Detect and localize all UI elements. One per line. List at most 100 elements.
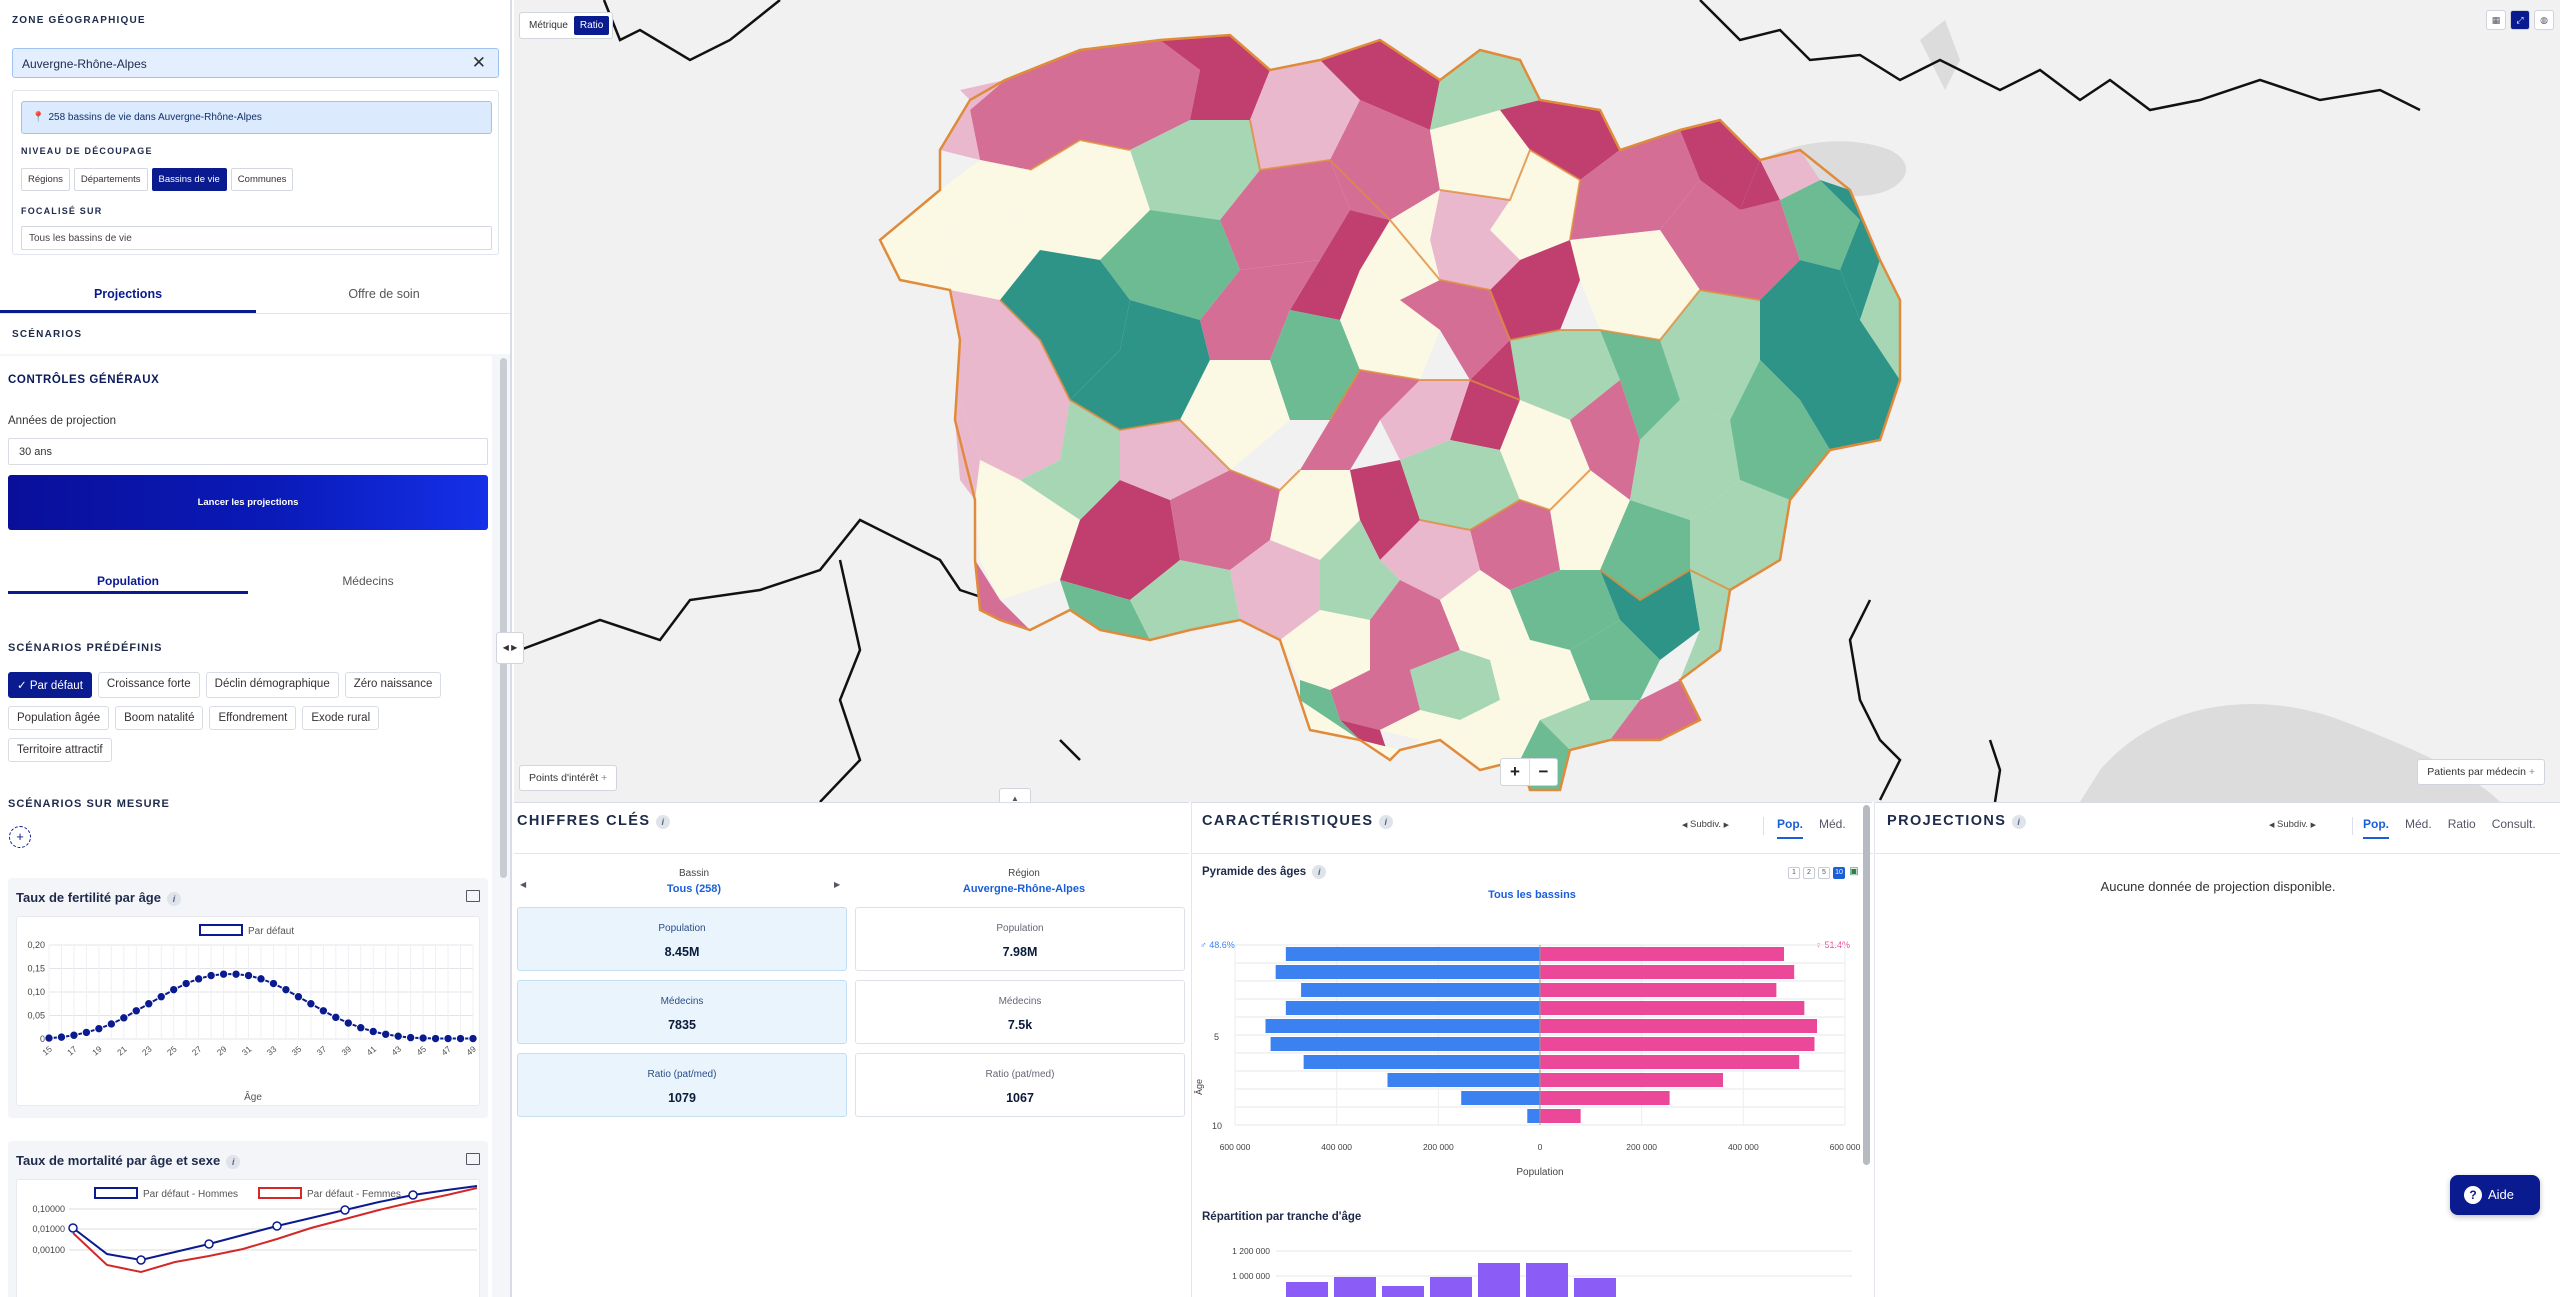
data-point[interactable]: [218, 969, 229, 979]
export-excel-icon[interactable]: ▣: [1849, 866, 1859, 877]
data-point[interactable]: [136, 1255, 146, 1265]
data-point[interactable]: [231, 969, 241, 979]
basin[interactable]: [1000, 250, 1130, 400]
next-arrow-icon[interactable]: ▶: [1723, 822, 1730, 829]
data-point[interactable]: [318, 1006, 329, 1016]
zoom-in-button[interactable]: +: [1510, 762, 1520, 781]
basin[interactable]: [1740, 160, 1780, 210]
basin[interactable]: [1100, 210, 1240, 320]
basin[interactable]: [1230, 540, 1320, 640]
basin[interactable]: [1220, 160, 1350, 270]
data-point[interactable]: [69, 1030, 79, 1040]
launch-projections-button[interactable]: Lancer les projections: [8, 475, 488, 530]
basin[interactable]: [1010, 140, 1150, 260]
bar[interactable]: [1430, 1277, 1472, 1297]
level-button-departements[interactable]: Départements: [73, 168, 148, 191]
basin[interactable]: [1130, 560, 1240, 640]
basin[interactable]: [1680, 120, 1760, 210]
basin[interactable]: [1280, 610, 1370, 690]
data-point[interactable]: [243, 970, 254, 981]
basin[interactable]: [880, 190, 955, 290]
basin[interactable]: [1660, 290, 1760, 420]
level-button-communes[interactable]: Communes: [230, 168, 294, 191]
scenario-chip[interactable]: Territoire attractif: [8, 738, 112, 762]
bar[interactable]: [1574, 1278, 1616, 1297]
basin[interactable]: [1270, 310, 1360, 420]
data-point[interactable]: [281, 984, 291, 995]
data-point[interactable]: [81, 1027, 92, 1038]
scenario-chip[interactable]: Déclin démographique: [205, 672, 339, 698]
basin[interactable]: [1600, 330, 1680, 440]
level-button-bassins[interactable]: Bassins de vie: [151, 168, 227, 191]
basin[interactable]: [1490, 150, 1580, 260]
step-button[interactable]: 5: [1818, 867, 1830, 879]
data-point[interactable]: [106, 1019, 117, 1029]
data-point[interactable]: [368, 1026, 378, 1037]
add-scenario-button[interactable]: +: [9, 826, 31, 848]
data-point[interactable]: [293, 992, 304, 1002]
data-point[interactable]: [181, 978, 191, 989]
prev-arrow-icon[interactable]: ◀: [520, 880, 527, 889]
basin[interactable]: [1500, 400, 1590, 510]
scenario-chip[interactable]: Population âgée: [8, 706, 110, 730]
basin[interactable]: [1510, 570, 1620, 650]
data-point[interactable]: [443, 1033, 453, 1044]
data-point[interactable]: [193, 974, 204, 984]
bassin-value[interactable]: Tous (258): [666, 883, 722, 895]
data-point[interactable]: [405, 1032, 416, 1043]
patients-per-doctor-legend-button[interactable]: Patients par médecin +: [2417, 759, 2545, 785]
data-point[interactable]: [256, 974, 266, 984]
basin[interactable]: [1430, 110, 1530, 200]
map[interactable]: Métrique Ratio ▦ ⤢ ◍ Points d'intérêt + …: [514, 0, 2560, 802]
subdiv-control[interactable]: ◀ Subdiv. ▶: [1682, 819, 1729, 830]
basin[interactable]: [1610, 680, 1700, 740]
prev-arrow-icon[interactable]: ◀: [2269, 822, 2275, 829]
bar-men[interactable]: [1265, 1019, 1541, 1033]
basin[interactable]: [1020, 400, 1120, 520]
tab-consult[interactable]: Consult.: [2491, 817, 2536, 831]
basin[interactable]: [950, 290, 1070, 480]
data-point[interactable]: [306, 999, 316, 1009]
basin[interactable]: [1430, 50, 1540, 130]
basin[interactable]: [1570, 380, 1640, 500]
bar-women[interactable]: [1540, 1037, 1815, 1051]
basin[interactable]: [955, 340, 980, 500]
basin[interactable]: [1690, 480, 1790, 590]
scenario-chip[interactable]: Zéro naissance: [344, 672, 442, 698]
scenario-chip[interactable]: Boom natalité: [115, 706, 204, 730]
bar-women[interactable]: [1540, 965, 1795, 979]
tab-offre-de-soin[interactable]: Offre de soin: [348, 287, 420, 301]
basin[interactable]: [1440, 570, 1530, 660]
tab-pop[interactable]: Pop.: [2363, 817, 2389, 839]
basin[interactable]: [940, 80, 1005, 160]
data-point[interactable]: [381, 1029, 391, 1040]
basin[interactable]: [1320, 520, 1400, 620]
bar-women[interactable]: [1540, 1109, 1581, 1123]
basin[interactable]: [1820, 180, 1880, 320]
data-point[interactable]: [408, 1190, 418, 1200]
data-point[interactable]: [356, 1023, 366, 1033]
data-point[interactable]: [468, 1033, 478, 1044]
basin[interactable]: [1160, 35, 1270, 120]
bar-men[interactable]: [1303, 1055, 1540, 1069]
data-point[interactable]: [268, 978, 279, 989]
data-point[interactable]: [418, 1033, 428, 1043]
info-icon[interactable]: i: [226, 1155, 241, 1169]
scrollbar[interactable]: [1863, 805, 1870, 1165]
basin[interactable]: [1730, 360, 1830, 500]
bar-women[interactable]: [1540, 983, 1777, 997]
bar-men[interactable]: [1275, 965, 1540, 979]
data-point[interactable]: [169, 984, 179, 995]
next-arrow-icon[interactable]: ▶: [834, 880, 841, 889]
bar[interactable]: [1526, 1263, 1568, 1297]
basin[interactable]: [1320, 40, 1440, 130]
data-point[interactable]: [331, 1012, 341, 1023]
bar[interactable]: [1382, 1286, 1424, 1297]
basin[interactable]: [975, 560, 1030, 630]
basin[interactable]: [1490, 240, 1580, 340]
basin[interactable]: [1060, 580, 1150, 640]
basin[interactable]: [1300, 370, 1420, 470]
globe-icon[interactable]: ◍: [2534, 10, 2554, 30]
basin[interactable]: [1200, 260, 1320, 360]
data-point[interactable]: [144, 999, 154, 1009]
